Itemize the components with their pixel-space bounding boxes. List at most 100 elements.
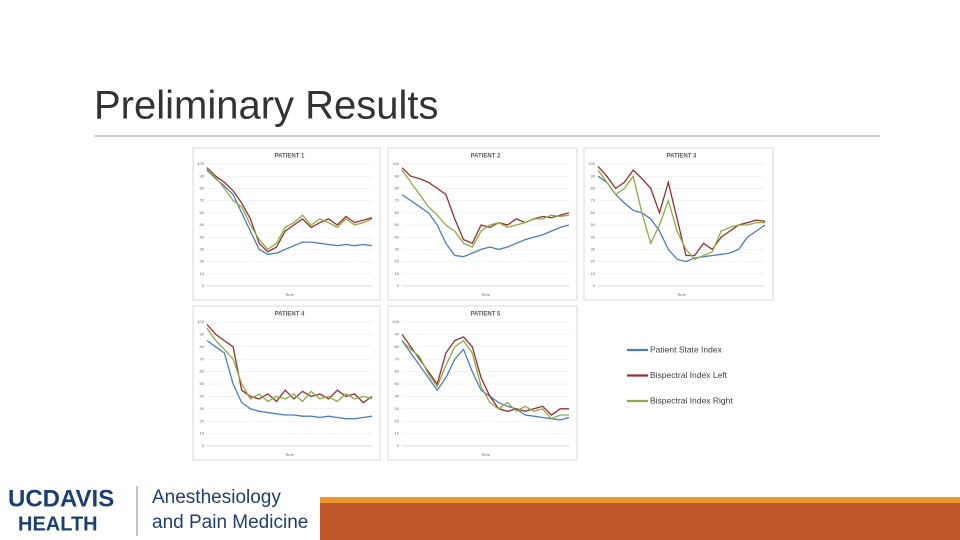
- y-tick-label: 30: [200, 246, 205, 251]
- chart-title: PATIENT 4: [275, 312, 305, 318]
- x-axis-label: Time: [481, 292, 491, 297]
- dept-line: and Pain Medicine: [152, 512, 308, 533]
- chart-title: PATIENT 2: [471, 154, 501, 160]
- series-line: Bispectral Index Right: [401, 169, 570, 248]
- y-tick-label: 60: [200, 210, 205, 215]
- series-line: Bispectral Index Left: [401, 334, 569, 416]
- series-line: Bispectral Index Right: [206, 168, 373, 251]
- y-tick-label: 90: [395, 173, 400, 178]
- y-tick-label: 0: [397, 443, 400, 448]
- series-line: Bispectral Index Right: [206, 327, 373, 403]
- chart-title: PATIENT 5: [471, 312, 501, 318]
- y-tick-label: 40: [591, 234, 596, 239]
- y-tick-label: 0: [202, 443, 205, 448]
- series-line: Patient State Index: [206, 169, 373, 255]
- panel-frame: [387, 147, 578, 301]
- chart-panel: PATIENT 1 0 10 20 30 40 50 60 70 80 90 100 Time Patie…: [192, 147, 381, 301]
- panel-frame: [387, 305, 578, 461]
- y-tick-label: 50: [591, 222, 596, 227]
- y-tick-label: 80: [200, 344, 205, 349]
- y-tick-label: 70: [200, 198, 205, 203]
- y-tick-label: 0: [593, 283, 596, 288]
- y-tick-label: 90: [200, 331, 205, 336]
- y-tick-label: 80: [200, 185, 205, 190]
- y-tick-label: 50: [200, 222, 205, 227]
- panel-frame: [192, 147, 381, 301]
- footer-bar: [320, 503, 960, 540]
- y-tick-label: 20: [395, 259, 400, 264]
- chart-title: PATIENT 1: [275, 154, 305, 160]
- y-tick-label: 60: [200, 369, 205, 374]
- legend-label: Bispectral Index Left: [650, 370, 728, 380]
- x-axis-label: Time: [285, 292, 295, 297]
- y-tick-label: 30: [395, 406, 400, 411]
- y-tick-label: 20: [591, 259, 596, 264]
- y-tick-label: 40: [395, 393, 400, 398]
- series-line: Bispectral Index Right: [597, 169, 765, 260]
- y-tick-label: 20: [200, 259, 205, 264]
- y-tick-label: 80: [395, 344, 400, 349]
- y-tick-label: 100: [588, 161, 595, 166]
- y-tick-label: 40: [395, 234, 400, 239]
- x-axis-label: Time: [481, 452, 491, 457]
- series-line: Patient State Index: [597, 175, 766, 263]
- chart-panel: PATIENT 2 0 10 20 30 40 50 60 70 80 90 100 Time Patie…: [387, 147, 578, 301]
- y-tick-label: 90: [395, 331, 400, 336]
- charts: PATIENT 10102030405060708090100TimePatie…: [192, 147, 774, 461]
- logo-top: UCDAVIS: [8, 485, 114, 512]
- chart-panel: PATIENT 4 0 10 20 30 40 50 60 70 80 90 100 Time Patie…: [192, 305, 381, 461]
- y-tick-label: 20: [395, 418, 400, 423]
- y-tick-label: 0: [397, 283, 400, 288]
- y-tick-label: 20: [200, 418, 205, 423]
- series-line: Patient State Index: [401, 193, 570, 258]
- series-line: Bispectral Index Left: [206, 167, 373, 253]
- y-tick-label: 90: [591, 173, 596, 178]
- chart-panel: PATIENT 50102030405060708090100TimePatie…: [387, 305, 578, 461]
- chart-panel: PATIENT 3 0 10 20 30 40 50 60 70 80 90 100 Time Patie…: [583, 147, 774, 301]
- y-tick-label: 30: [395, 246, 400, 251]
- series-line: Bispectral Index Right: [401, 339, 569, 420]
- x-axis-label: Time: [677, 292, 687, 297]
- y-tick-label: 60: [395, 210, 400, 215]
- y-tick-label: 10: [200, 271, 205, 276]
- y-tick-label: 30: [200, 406, 205, 411]
- y-tick-label: 100: [197, 319, 204, 324]
- dept-line: Anesthesiology: [152, 487, 281, 508]
- y-tick-label: 80: [395, 185, 400, 190]
- y-tick-label: 30: [591, 246, 596, 251]
- y-tick-label: 10: [395, 271, 400, 276]
- y-tick-label: 40: [200, 393, 205, 398]
- legend-label: Patient State Index: [650, 344, 723, 354]
- chart-title: PATIENT 3: [667, 154, 697, 160]
- y-tick-label: 60: [395, 369, 400, 374]
- y-tick-label: 70: [591, 198, 596, 203]
- y-tick-label: 10: [591, 271, 596, 276]
- series-line: Patient State Index: [206, 340, 373, 420]
- y-tick-label: 10: [200, 431, 205, 436]
- legend-label: Bispectral Index Right: [650, 395, 733, 405]
- footer-stripe: [320, 497, 960, 503]
- y-tick-label: 10: [395, 431, 400, 436]
- y-tick-label: 50: [395, 381, 400, 386]
- y-tick-label: 80: [591, 185, 596, 190]
- y-tick-label: 100: [392, 319, 399, 324]
- y-tick-label: 100: [392, 161, 399, 166]
- logo-bottom: HEALTH: [18, 513, 98, 535]
- y-tick-label: 70: [395, 198, 400, 203]
- y-tick-label: 100: [197, 161, 204, 166]
- y-tick-label: 90: [200, 173, 205, 178]
- y-tick-label: 70: [395, 356, 400, 361]
- y-tick-label: 50: [200, 381, 205, 386]
- logo-area: [0, 480, 320, 540]
- y-tick-label: 50: [395, 222, 400, 227]
- series-line: Bispectral Index Left: [401, 167, 570, 245]
- y-tick-label: 70: [200, 356, 205, 361]
- y-tick-label: 0: [202, 283, 205, 288]
- legend: Patient State Index Bispectral Index Left…: [627, 344, 733, 405]
- x-axis-label: Time: [285, 452, 295, 457]
- y-tick-label: 60: [591, 210, 596, 215]
- y-tick-label: 40: [200, 234, 205, 239]
- slide-title: Preliminary Results: [94, 84, 439, 128]
